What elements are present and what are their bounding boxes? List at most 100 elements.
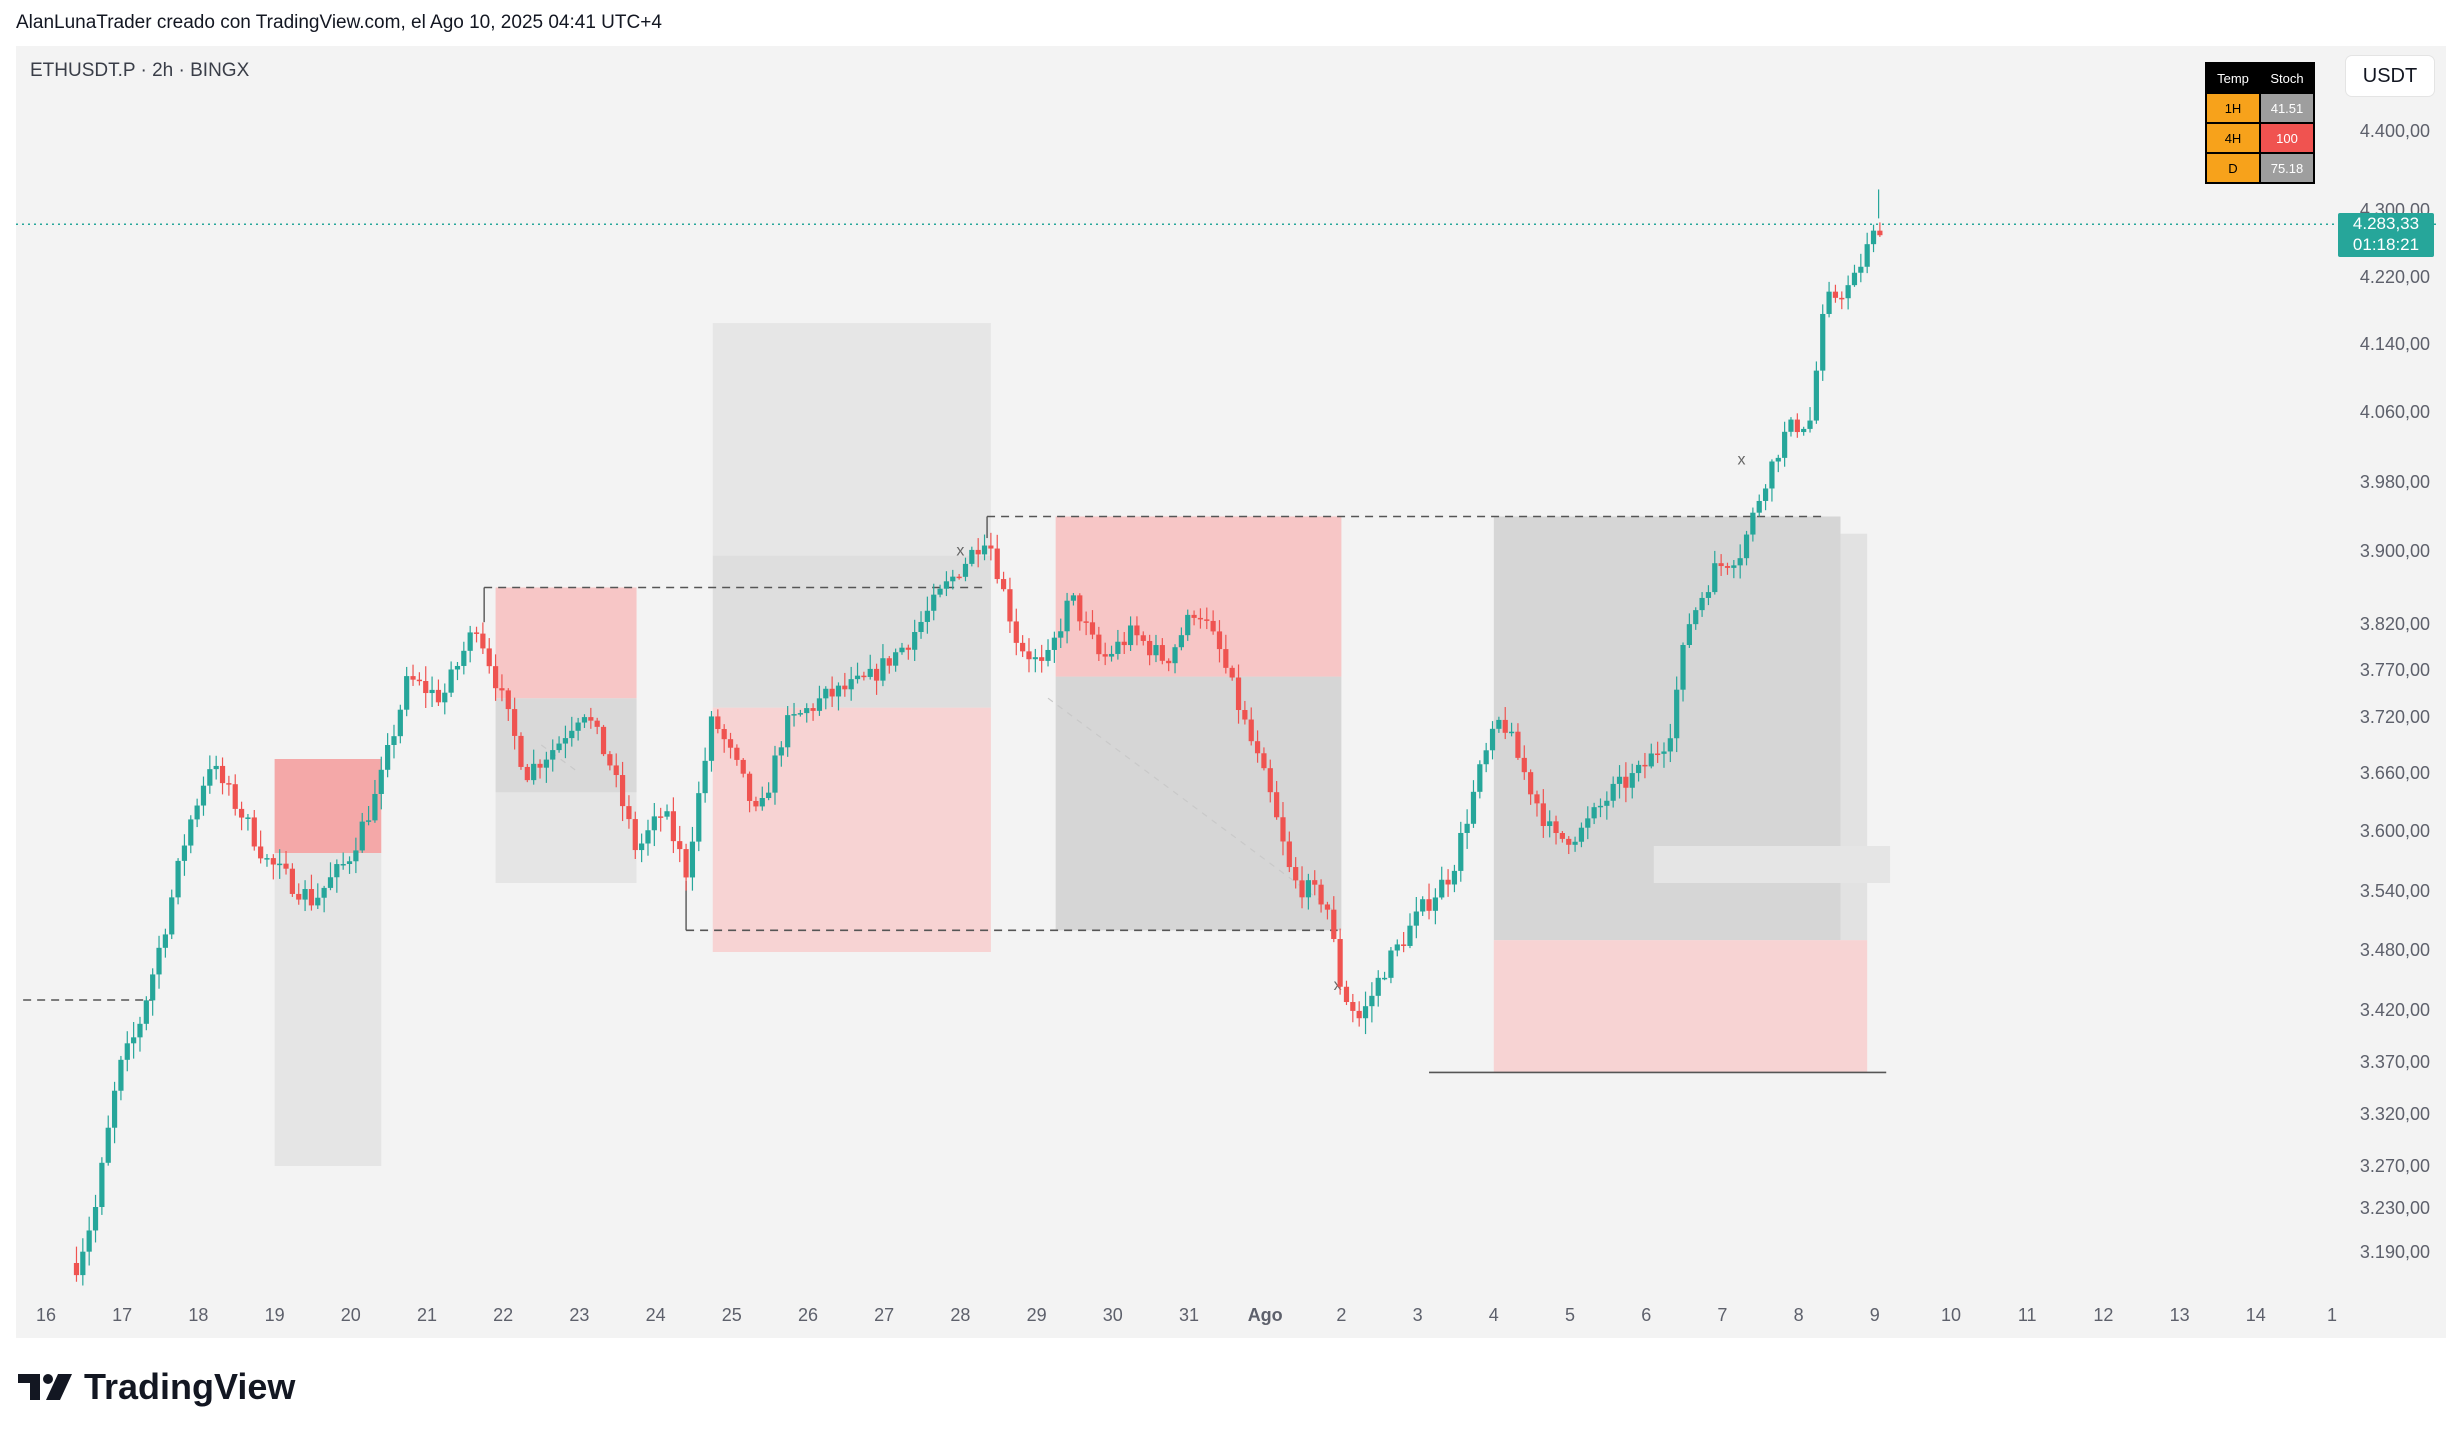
last-price-badge: 4.283,33 01:18:21 [2338, 213, 2434, 257]
candle-body [651, 816, 657, 831]
candle-body [1388, 950, 1394, 978]
zone-box [1653, 846, 1891, 883]
zone-box [495, 792, 637, 883]
candle-body [1305, 880, 1311, 898]
tradingview-logo[interactable]: TradingView [18, 1366, 295, 1408]
candle-body [1807, 420, 1813, 429]
time-tick-label: 18 [188, 1305, 208, 1325]
candle-body [334, 864, 340, 878]
candle-body [1185, 614, 1191, 636]
candle-body [1667, 738, 1673, 752]
candle-body [524, 766, 530, 781]
zone-box [712, 707, 991, 952]
candle-body [1356, 1010, 1362, 1019]
candle-body [505, 690, 511, 710]
candle-body [696, 793, 702, 842]
candle-body [1331, 909, 1337, 940]
zone-box [495, 587, 637, 699]
symbol-label[interactable]: ETHUSDT.P · 2h · BINGX [30, 60, 250, 81]
time-tick-label: 31 [1179, 1305, 1199, 1325]
price-tick-label: 3.720,00 [2360, 707, 2430, 727]
candle-body [1413, 911, 1419, 926]
candle-body [448, 669, 454, 693]
candle-body [1242, 710, 1248, 720]
candle-body [346, 861, 353, 865]
candle-body [550, 750, 556, 760]
candle-body [277, 863, 283, 866]
time-tick-label: 9 [1870, 1305, 1880, 1325]
candle-body [1705, 592, 1712, 598]
candle-body [1616, 776, 1623, 784]
candle-body [169, 897, 175, 935]
candle-body [264, 858, 270, 860]
candle-body [1293, 867, 1299, 881]
candle-body [658, 816, 664, 818]
candle-body [1362, 1006, 1369, 1019]
currency-button[interactable]: USDT [2346, 56, 2434, 96]
candle-body [873, 668, 880, 681]
candle-body [137, 1023, 143, 1038]
candle-body [1794, 419, 1800, 433]
candle-body [1127, 625, 1134, 646]
candle-body [1369, 995, 1375, 1007]
time-tick-label: 7 [1717, 1305, 1727, 1325]
candle-body [1782, 431, 1788, 458]
candle-body [848, 679, 854, 690]
candle-body [600, 726, 607, 755]
candle-body [1013, 621, 1019, 643]
candle-body [1731, 565, 1737, 568]
stoch-value-d: 75.18 [2261, 154, 2313, 182]
candle-body [1699, 597, 1705, 611]
candle-body [1801, 428, 1807, 433]
candle-body [937, 588, 943, 595]
price-tick-label: 4.400,00 [2360, 121, 2430, 141]
candle-body [1375, 977, 1381, 996]
candle-body [385, 745, 391, 770]
candle-body [1407, 925, 1413, 946]
candles-layer [73, 189, 1883, 1286]
candle-body [639, 843, 645, 851]
candle-body [1229, 667, 1235, 678]
candle-body [1045, 649, 1051, 661]
candle-body [613, 765, 619, 776]
time-tick-label: 11 [2018, 1305, 2037, 1325]
bar-countdown: 01:18:21 [2352, 235, 2420, 254]
last-price-value: 4.283,33 [2352, 214, 2420, 233]
candle-body [429, 689, 435, 694]
zone-box [274, 759, 382, 853]
candle-body [1337, 939, 1343, 987]
price-tick-label: 3.770,00 [2360, 660, 2430, 680]
candle-body [861, 675, 867, 678]
candle-body [80, 1251, 86, 1276]
candle-body [753, 800, 759, 807]
time-tick-label: 2 [1336, 1305, 1346, 1325]
time-tick-label: 5 [1565, 1305, 1575, 1325]
candle-body [99, 1162, 105, 1208]
candle-body [1743, 534, 1750, 559]
candle-body [816, 698, 823, 711]
candle-body [531, 763, 537, 781]
candle-body [893, 652, 899, 666]
candle-body [86, 1230, 92, 1252]
candle-body [842, 685, 848, 690]
candle-body [1591, 807, 1597, 819]
time-axis: 16 17 18 19 20 21 22 23 24 25 26 27 28 29 30 31 Ago 2 3 4 5 6… [36, 1305, 2337, 1325]
candle-body [1426, 899, 1432, 911]
candle-body [759, 798, 765, 807]
candle-body [1324, 904, 1331, 910]
candle-body [1477, 764, 1483, 792]
candle-body [213, 765, 219, 770]
candle-body [1039, 657, 1045, 661]
candle-body [289, 868, 295, 894]
chart-canvas[interactable]: xxx 4.400,004.300,004.220,004.140,004.06… [0, 0, 2459, 1340]
zones-layer [274, 323, 1891, 1166]
candle-body [194, 805, 200, 820]
candle-body [918, 621, 924, 633]
candle-body [454, 665, 461, 670]
candle-body [969, 549, 975, 564]
candle-body [645, 830, 651, 844]
candle-body [1299, 880, 1305, 898]
candle-body [73, 1263, 80, 1276]
price-tick-label: 3.270,00 [2360, 1156, 2430, 1176]
candle-body [1159, 645, 1165, 661]
